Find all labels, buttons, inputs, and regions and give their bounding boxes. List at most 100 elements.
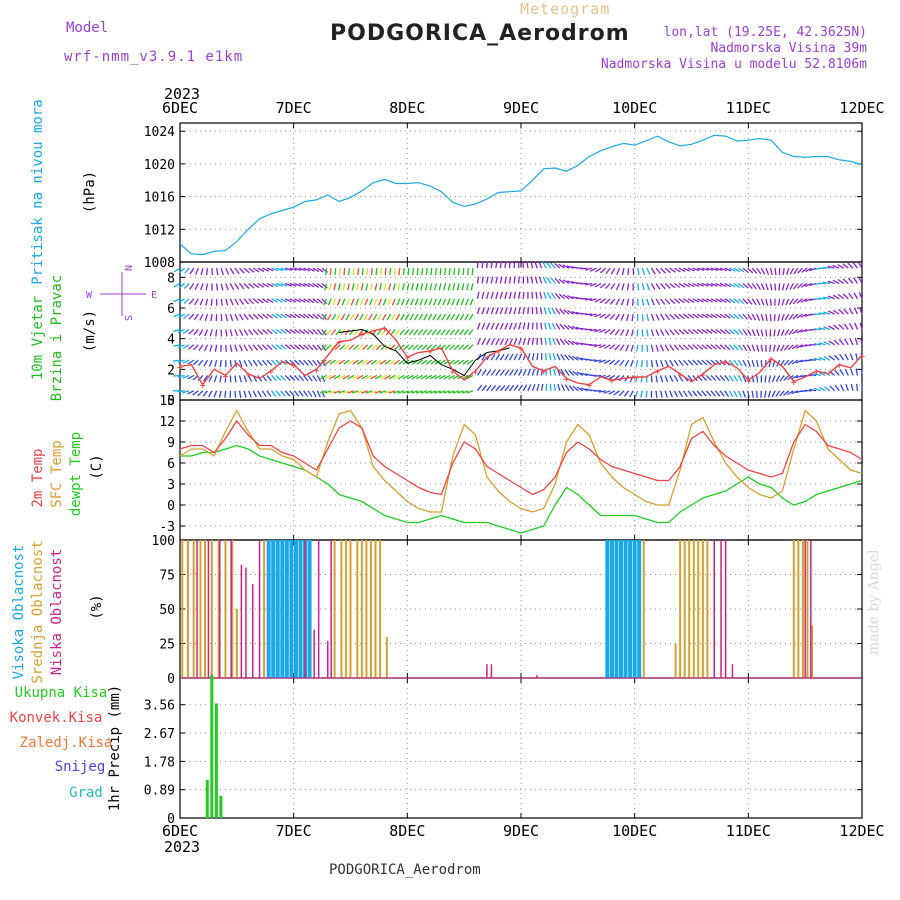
wind-barb	[554, 293, 561, 300]
wind-barb	[271, 390, 277, 397]
wind-barb	[453, 359, 460, 365]
wind-barb	[280, 375, 286, 381]
wind-barb	[531, 383, 536, 392]
wind-barb	[641, 298, 645, 306]
wind-barb	[289, 282, 297, 287]
bottom-year-label: 2023	[164, 838, 200, 856]
wind-barb	[687, 344, 694, 350]
wind-barb	[333, 374, 341, 380]
wind-barb	[243, 329, 249, 336]
wind-barb	[266, 282, 274, 288]
wind-barb	[459, 313, 465, 321]
wind-barb	[791, 359, 799, 365]
wind-barb	[589, 313, 597, 317]
wind-barb	[177, 359, 185, 363]
wind-barb	[406, 283, 410, 291]
wind-barb	[388, 390, 396, 394]
wind-barb	[177, 328, 185, 333]
wind-barb	[855, 353, 859, 361]
wind-barb	[225, 298, 229, 306]
wind-barb	[719, 313, 727, 319]
wind-barb	[673, 390, 679, 398]
wind-barb	[208, 375, 213, 383]
wind-barb	[787, 359, 794, 366]
wind-barb	[678, 313, 685, 320]
wind-barb	[252, 344, 259, 351]
wind-barb	[303, 375, 309, 382]
wind-barb	[248, 344, 254, 352]
wind-barb	[257, 390, 262, 398]
wind-barb	[298, 359, 305, 366]
wind-barb	[182, 390, 190, 394]
wind-barb	[234, 298, 239, 306]
wind-barb	[594, 298, 602, 303]
wind-barb	[173, 313, 181, 318]
wind-barb	[737, 298, 745, 304]
wind-barb	[701, 328, 708, 334]
wind-barb	[733, 390, 738, 398]
wind-barb	[542, 261, 547, 269]
wind-barb	[324, 390, 332, 394]
wind-barb	[238, 344, 243, 352]
wind-barb	[589, 267, 597, 272]
wind-barb	[443, 374, 451, 380]
wind-barb	[271, 267, 279, 272]
wind-barb	[173, 328, 181, 333]
wind-barb	[536, 383, 540, 391]
wind-barb	[859, 322, 863, 330]
wind-barb	[423, 298, 428, 306]
wind-barb	[173, 344, 181, 347]
wind-barb	[438, 390, 446, 394]
wind-barb	[224, 390, 227, 398]
wind-barb	[584, 282, 593, 286]
wind-barb	[620, 313, 625, 321]
wind-barb	[664, 344, 670, 352]
wind-barb	[682, 390, 688, 398]
wind-barb	[328, 390, 336, 394]
wind-barb	[540, 322, 543, 330]
wind-barb	[384, 268, 387, 276]
wind-barb	[466, 374, 474, 380]
wind-barb	[610, 298, 616, 305]
wind-barb	[476, 307, 481, 315]
wind-barb	[737, 344, 744, 351]
wind-barb	[345, 313, 350, 321]
wind-speed-marker: +	[177, 362, 183, 373]
wind-barb	[303, 328, 310, 335]
wind-barb	[225, 344, 227, 352]
wind-barb	[355, 298, 360, 306]
wind-barb	[747, 267, 754, 274]
model-elevation-label: Nadmorska Visina u modelu 52.8106m	[600, 57, 867, 72]
wind-barb	[563, 339, 570, 346]
y-tick-label: 0	[167, 672, 175, 687]
wind-barb	[187, 390, 195, 395]
wind-barb	[760, 360, 763, 368]
wind-barb	[854, 322, 859, 330]
wind-barb	[324, 283, 328, 291]
wind-speed-marker: +	[563, 375, 569, 386]
wind-barb	[433, 283, 437, 291]
wind-barb	[409, 313, 414, 321]
y-tick-label: 25	[159, 638, 175, 653]
wind-barb	[289, 313, 297, 319]
wind-barb	[462, 268, 465, 276]
wind-barb	[450, 313, 456, 321]
wind-barb	[518, 291, 521, 299]
wind-barb	[325, 344, 332, 351]
wind-barb	[275, 298, 283, 303]
top-x-tick-label: 11DEC	[726, 99, 771, 117]
wind-speed-marker: +	[268, 367, 274, 378]
wind-barb	[527, 322, 530, 330]
wind-barb	[198, 344, 204, 351]
cloud-unit-label: (%)	[89, 594, 105, 619]
y-tick-label: 8	[167, 271, 175, 286]
wind-barb	[262, 267, 269, 272]
wind-barb	[316, 298, 324, 304]
wind-barb	[678, 390, 683, 398]
wind-barb	[552, 353, 556, 361]
wind-barb	[187, 359, 195, 365]
wind-barb	[728, 282, 736, 288]
wind-barb	[243, 267, 250, 274]
wind-barb	[486, 291, 490, 299]
wind-barb	[715, 282, 723, 287]
